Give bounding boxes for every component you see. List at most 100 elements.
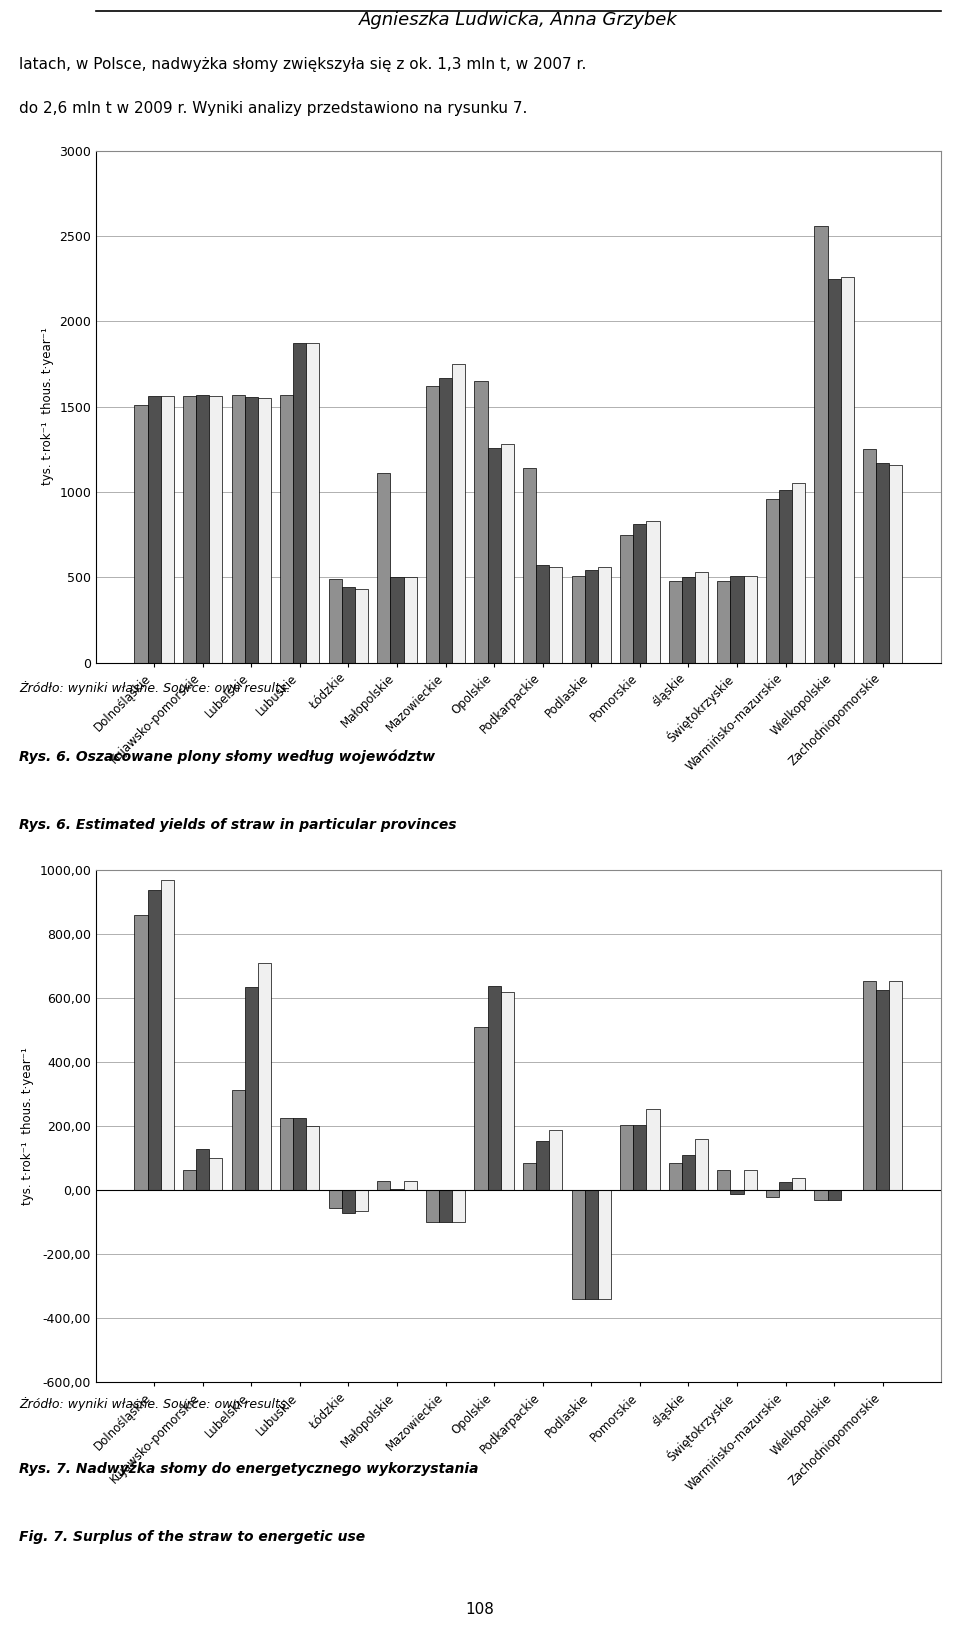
Bar <box>549 568 563 663</box>
Bar <box>814 226 828 663</box>
Text: do 2,6 mln t w 2009 r. Wyniki analizy przedstawiono na rysunku 7.: do 2,6 mln t w 2009 r. Wyniki analizy pr… <box>19 101 527 116</box>
Bar <box>134 915 148 1191</box>
Bar <box>634 1126 646 1191</box>
Bar <box>148 890 160 1191</box>
Bar <box>474 381 488 663</box>
Bar <box>231 396 245 663</box>
Bar <box>160 880 174 1191</box>
Bar <box>452 363 466 663</box>
Bar <box>841 276 853 663</box>
Bar <box>828 278 841 663</box>
Bar <box>391 578 403 663</box>
Bar <box>196 394 209 663</box>
Bar <box>501 991 514 1191</box>
Bar <box>474 1027 488 1191</box>
Bar <box>549 1129 563 1191</box>
Bar <box>439 1191 452 1222</box>
Bar <box>377 1181 391 1191</box>
Bar <box>342 587 355 663</box>
Bar <box>585 1191 598 1299</box>
Bar <box>426 386 439 663</box>
Text: Rys. 6. Estimated yields of straw in particular provinces: Rys. 6. Estimated yields of straw in par… <box>19 818 457 833</box>
Bar <box>863 450 876 663</box>
Bar <box>598 1191 611 1299</box>
Bar <box>306 344 320 663</box>
Bar <box>717 581 731 663</box>
Bar <box>183 1170 196 1191</box>
Bar <box>695 1139 708 1191</box>
Text: Agnieszka Ludwicka, Anna Grzybek: Agnieszka Ludwicka, Anna Grzybek <box>359 11 678 29</box>
Bar <box>620 535 634 663</box>
Bar <box>779 1183 792 1191</box>
Bar <box>682 1155 695 1191</box>
Bar <box>695 573 708 663</box>
Text: Żródło: wyniki własne. Source: own results.: Żródło: wyniki własne. Source: own resul… <box>19 1397 290 1410</box>
Bar <box>536 566 549 663</box>
Bar <box>889 465 902 663</box>
Text: 108: 108 <box>466 1602 494 1618</box>
Bar <box>646 1109 660 1191</box>
Bar <box>731 576 744 663</box>
Bar <box>585 569 598 663</box>
Bar <box>231 1090 245 1191</box>
Bar <box>258 964 271 1191</box>
Bar <box>403 578 417 663</box>
Bar <box>355 1191 368 1211</box>
Bar <box>792 483 805 663</box>
Bar <box>342 1191 355 1212</box>
Bar <box>717 1170 731 1191</box>
Bar <box>682 578 695 663</box>
Bar <box>779 491 792 663</box>
Bar <box>377 473 391 663</box>
Bar <box>306 1126 320 1191</box>
Bar <box>293 1119 306 1191</box>
Legend: 2007, 2008, 2009: 2007, 2008, 2009 <box>288 951 489 977</box>
Bar <box>814 1191 828 1199</box>
Bar <box>523 468 536 663</box>
Bar <box>620 1126 634 1191</box>
Bar <box>828 1191 841 1199</box>
Bar <box>669 581 682 663</box>
Text: Rys. 6. Oszacowane plony słomy według województw: Rys. 6. Oszacowane plony słomy według wo… <box>19 749 435 764</box>
Bar <box>245 398 258 663</box>
Bar <box>209 1158 223 1191</box>
Bar <box>134 404 148 663</box>
Bar <box>669 1163 682 1191</box>
Bar <box>209 396 223 663</box>
Bar <box>744 1170 756 1191</box>
Bar <box>501 443 514 663</box>
Bar <box>488 985 501 1191</box>
Text: Rys. 7. Nadwyżka słomy do energetycznego wykorzystania: Rys. 7. Nadwyżka słomy do energetycznego… <box>19 1463 478 1476</box>
Bar <box>646 520 660 663</box>
Bar <box>328 579 342 663</box>
Bar <box>403 1181 417 1191</box>
Bar <box>148 396 160 663</box>
Bar <box>258 398 271 663</box>
Bar <box>439 378 452 663</box>
Bar <box>183 396 196 663</box>
Text: Żródło: wyniki własne. Source: own results.: Żródło: wyniki własne. Source: own resul… <box>19 681 290 695</box>
Bar <box>598 568 611 663</box>
Bar <box>876 990 889 1191</box>
Bar <box>634 524 646 663</box>
Bar <box>731 1191 744 1194</box>
Bar <box>889 980 902 1191</box>
Bar <box>355 589 368 663</box>
Bar <box>536 1140 549 1191</box>
Bar <box>523 1163 536 1191</box>
Text: latach, w Polsce, nadwyżka słomy zwiększyła się z ok. 1,3 mln t, w 2007 r.: latach, w Polsce, nadwyżka słomy zwiększ… <box>19 57 587 72</box>
Bar <box>196 1148 209 1191</box>
Bar <box>766 499 779 663</box>
Bar <box>744 576 756 663</box>
Bar <box>571 1191 585 1299</box>
Bar <box>863 980 876 1191</box>
Bar <box>452 1191 466 1222</box>
Bar <box>876 463 889 663</box>
Bar <box>245 987 258 1191</box>
Bar <box>792 1178 805 1191</box>
Y-axis label: tys. t·rok⁻¹  thous. t·year⁻¹: tys. t·rok⁻¹ thous. t·year⁻¹ <box>40 327 54 486</box>
Text: Fig. 7. Surplus of the straw to energetic use: Fig. 7. Surplus of the straw to energeti… <box>19 1530 365 1544</box>
Bar <box>280 1119 293 1191</box>
Bar <box>280 394 293 663</box>
Bar <box>766 1191 779 1198</box>
